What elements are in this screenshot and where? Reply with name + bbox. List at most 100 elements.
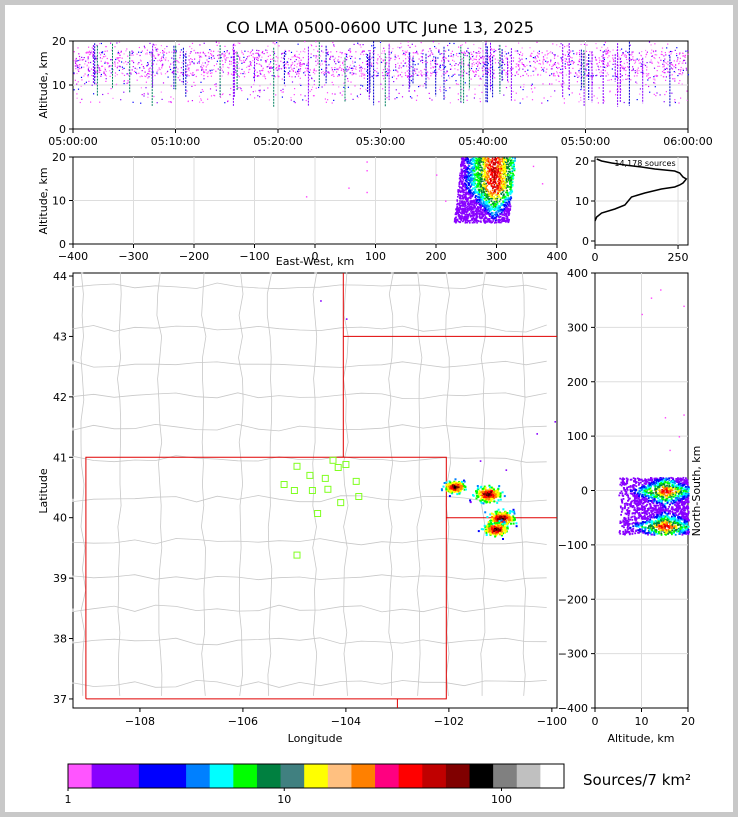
source-mark bbox=[169, 66, 171, 68]
source-mark bbox=[364, 68, 366, 70]
source-mark bbox=[79, 64, 81, 66]
source-mark bbox=[472, 217, 475, 219]
source-mark bbox=[465, 157, 467, 160]
source-mark bbox=[487, 160, 490, 162]
source-mark bbox=[435, 58, 437, 60]
source-mark bbox=[473, 158, 476, 161]
source-mark bbox=[499, 59, 502, 61]
source-mark bbox=[489, 192, 492, 195]
source-mark bbox=[529, 65, 531, 67]
source-mark bbox=[481, 197, 484, 199]
source-mark bbox=[477, 196, 479, 199]
source-mark bbox=[505, 57, 507, 59]
source-mark bbox=[408, 53, 410, 56]
source-mark bbox=[196, 62, 199, 64]
source-mark bbox=[508, 212, 510, 215]
source-mark bbox=[483, 158, 486, 161]
source-mark bbox=[76, 97, 78, 99]
source-mark bbox=[462, 163, 465, 165]
x-tick-label: 400 bbox=[547, 250, 568, 263]
source-mark bbox=[76, 65, 78, 67]
source-mark bbox=[468, 191, 470, 193]
source-mark bbox=[355, 66, 357, 68]
source-mark bbox=[498, 200, 501, 203]
source-mark bbox=[233, 51, 235, 54]
source-mark bbox=[487, 190, 490, 193]
source-mark bbox=[400, 46, 403, 48]
source-mark bbox=[666, 47, 668, 49]
source-mark bbox=[464, 52, 466, 54]
source-mark bbox=[474, 169, 477, 171]
source-mark bbox=[461, 194, 464, 197]
source-mark bbox=[252, 53, 254, 55]
source-mark bbox=[502, 61, 504, 64]
source-mark bbox=[295, 59, 297, 61]
source-mark bbox=[651, 55, 654, 57]
source-mark bbox=[537, 73, 539, 75]
source-mark bbox=[428, 92, 430, 94]
source-mark bbox=[382, 69, 385, 71]
source-mark bbox=[88, 80, 90, 82]
source-mark bbox=[363, 50, 365, 52]
source-mark bbox=[501, 191, 504, 194]
source-mark bbox=[88, 70, 90, 72]
source-mark bbox=[553, 57, 556, 59]
source-mark bbox=[471, 201, 474, 203]
source-mark bbox=[349, 50, 351, 52]
source-mark bbox=[501, 211, 503, 214]
source-mark bbox=[118, 52, 120, 54]
source-mark bbox=[445, 50, 447, 52]
source-mark bbox=[99, 101, 101, 103]
source-mark bbox=[561, 58, 563, 60]
source-mark bbox=[663, 61, 665, 63]
source-mark bbox=[228, 52, 231, 54]
source-mark bbox=[225, 59, 227, 61]
source-mark bbox=[105, 55, 107, 57]
source-mark bbox=[240, 72, 242, 75]
source-mark bbox=[282, 91, 284, 93]
source-mark bbox=[284, 66, 286, 68]
source-mark bbox=[377, 63, 379, 65]
source-mark bbox=[465, 199, 468, 201]
source-mark bbox=[475, 70, 477, 72]
source-mark bbox=[579, 53, 581, 56]
source-mark bbox=[622, 53, 624, 55]
source-mark bbox=[436, 174, 438, 176]
source-mark bbox=[493, 50, 495, 52]
source-mark bbox=[561, 49, 563, 52]
source-mark bbox=[533, 60, 535, 62]
source-mark bbox=[242, 61, 244, 63]
source-mark bbox=[555, 79, 557, 81]
source-mark bbox=[464, 159, 467, 161]
source-mark bbox=[338, 56, 340, 58]
source-mark bbox=[492, 215, 494, 217]
source-mark bbox=[516, 72, 518, 74]
source-mark bbox=[330, 55, 332, 57]
source-mark bbox=[601, 55, 603, 57]
county-line bbox=[72, 604, 547, 613]
source-mark bbox=[524, 66, 526, 68]
source-mark bbox=[514, 99, 516, 101]
source-mark bbox=[503, 195, 505, 198]
source-mark bbox=[323, 73, 325, 75]
source-mark bbox=[74, 79, 76, 81]
source-mark bbox=[634, 62, 636, 64]
source-mark bbox=[337, 60, 339, 62]
source-mark bbox=[499, 158, 502, 160]
source-mark bbox=[670, 62, 672, 64]
source-mark bbox=[452, 54, 455, 56]
source-mark bbox=[483, 57, 485, 59]
source-mark bbox=[376, 71, 378, 73]
source-mark bbox=[605, 67, 607, 69]
source-mark bbox=[551, 83, 553, 85]
source-mark bbox=[564, 66, 566, 68]
source-mark bbox=[366, 70, 368, 72]
source-mark bbox=[527, 75, 529, 77]
source-mark bbox=[485, 176, 487, 178]
source-mark bbox=[624, 66, 626, 69]
y-tick-label: 10 bbox=[52, 79, 66, 92]
source-mark bbox=[467, 52, 469, 54]
source-mark bbox=[454, 73, 456, 75]
source-mark bbox=[170, 96, 172, 98]
source-mark bbox=[198, 62, 200, 64]
